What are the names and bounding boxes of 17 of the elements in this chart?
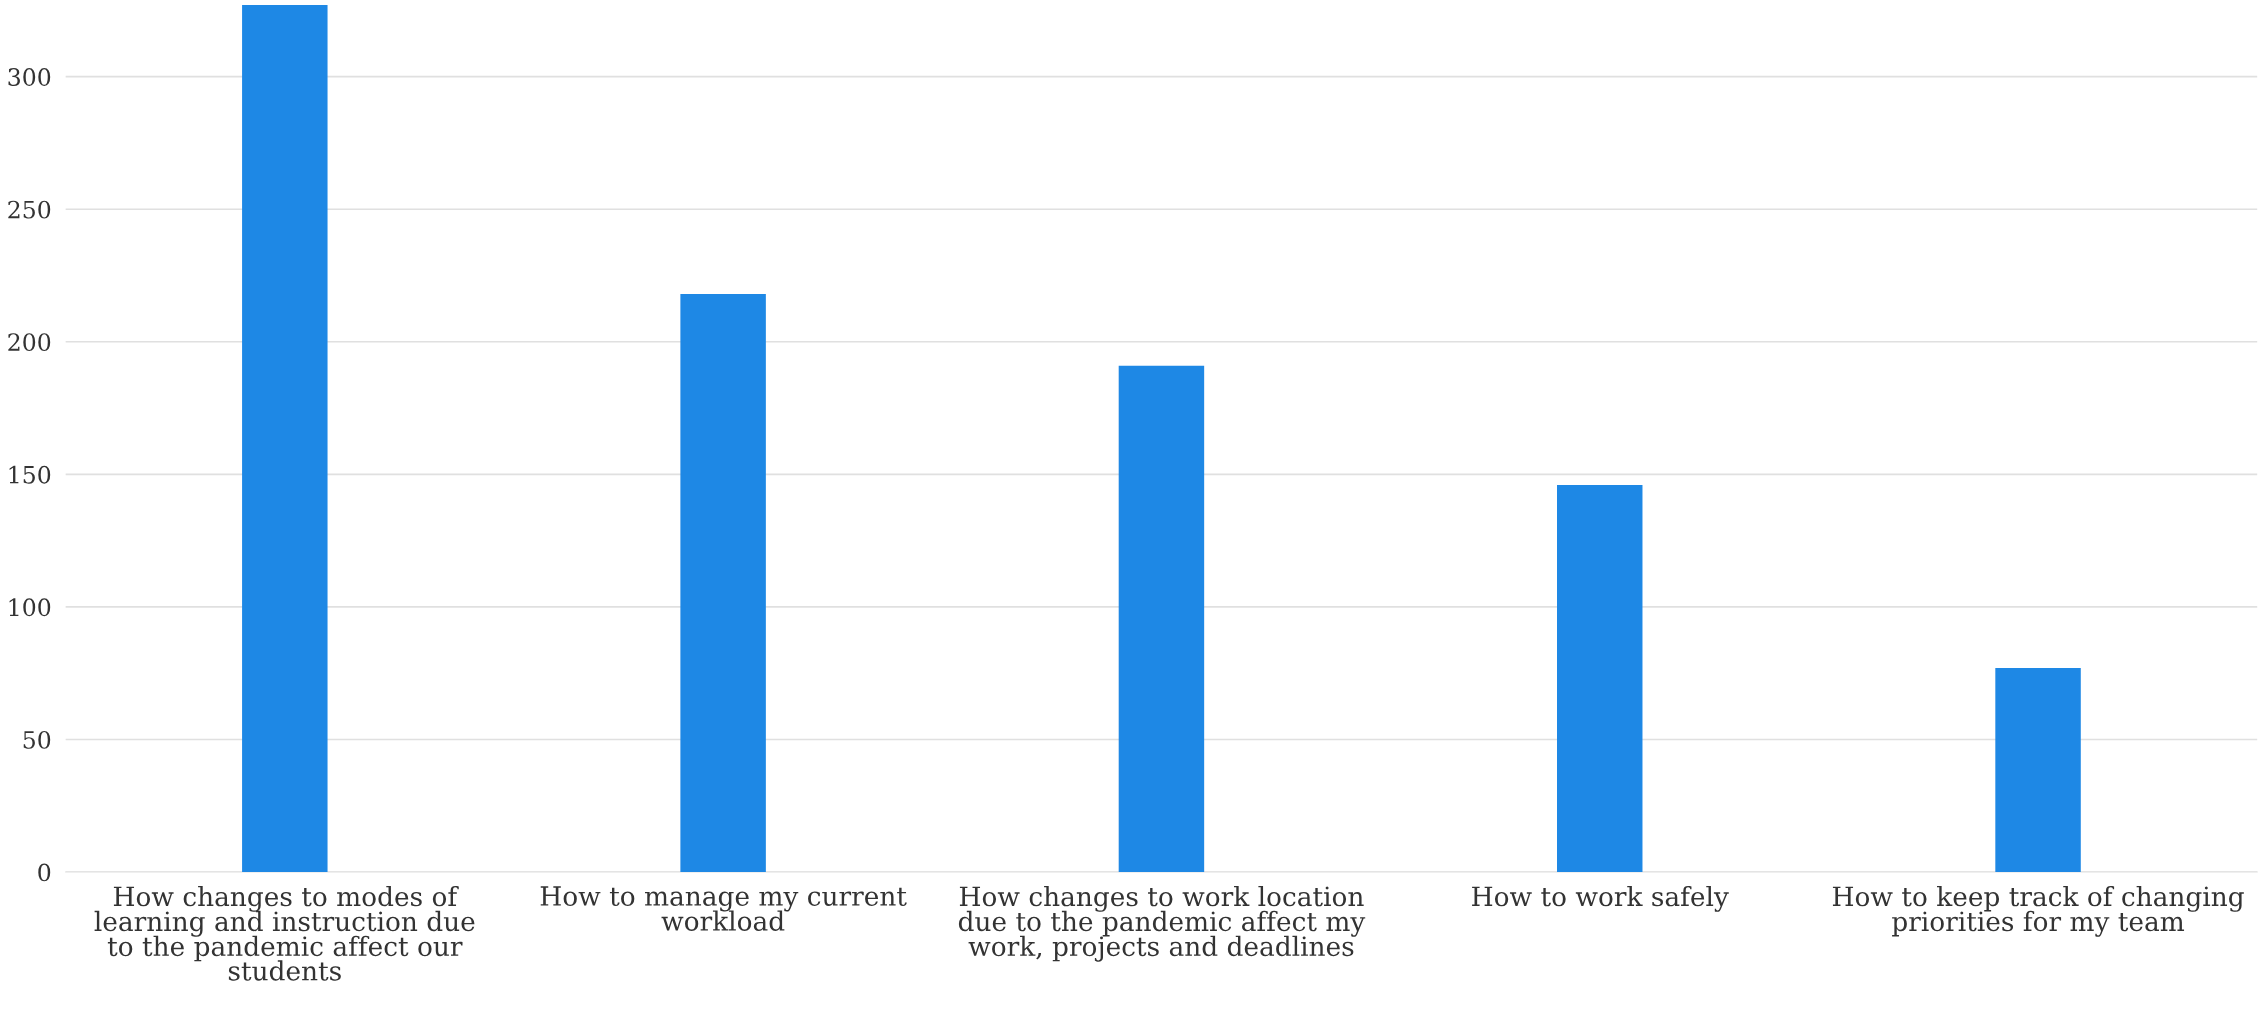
bar xyxy=(242,5,328,873)
y-tick-label: 0 xyxy=(38,863,51,882)
y-tick-label: 100 xyxy=(9,598,51,617)
bar xyxy=(1995,667,2081,873)
x-tick-label: How to work safely xyxy=(1472,885,1729,912)
y-tick-label: 50 xyxy=(23,730,51,749)
y-tick-label: 300 xyxy=(8,68,51,86)
x-tick-label: How to manage my current workload xyxy=(540,886,907,931)
bar xyxy=(1118,365,1205,873)
bar xyxy=(1557,484,1643,873)
y-tick-label: 200 xyxy=(8,333,51,352)
y-tick-label: 250 xyxy=(8,200,51,219)
y-tick-label: 150 xyxy=(9,465,51,484)
x-tick-label: How changes to work location due to the pandemic affect my work, projects and deadlines xyxy=(958,885,1366,962)
bar xyxy=(680,294,766,873)
x-tick-label: How to keep track of changing priorities for my team xyxy=(1832,885,2244,937)
x-tick-label: How changes to modes of learning and instruction due to the pandemic affect our students xyxy=(94,885,475,981)
